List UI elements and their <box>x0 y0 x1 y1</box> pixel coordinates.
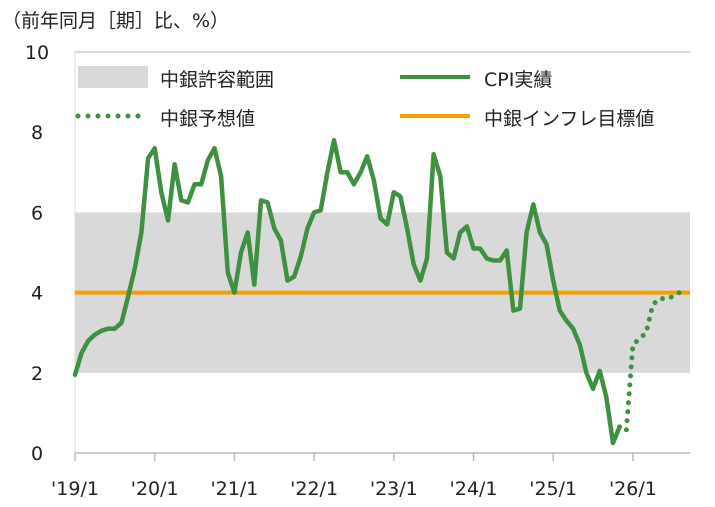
forecast-line <box>617 290 682 434</box>
x-tick-label: '26/1 <box>609 478 657 500</box>
y-tick-label: 8 <box>31 122 43 144</box>
x-tick-label: '21/1 <box>210 478 258 500</box>
y-tick-label: 4 <box>31 283 43 305</box>
y-tick-label: 10 <box>25 42 49 64</box>
legend-label-target: 中銀インフレ目標値 <box>484 108 654 130</box>
legend-label-actual: CPI実績 <box>484 69 552 91</box>
y-axis-label: （前年同月［期］比、%） <box>2 10 229 32</box>
y-tick-label: 6 <box>31 202 43 224</box>
x-tick-label: '22/1 <box>290 478 338 500</box>
x-tick-label: '25/1 <box>529 478 577 500</box>
x-tick-label: '20/1 <box>131 478 179 500</box>
legend: 中銀許容範囲 CPI実績 中銀予想値 中銀インフレ目標値 <box>75 66 654 130</box>
cpi-actual-line <box>72 137 622 446</box>
legend-label-forecast: 中銀予想値 <box>160 108 255 130</box>
x-tick-label: '19/1 <box>51 478 99 500</box>
y-tick-label: 2 <box>31 363 43 385</box>
y-tick-label: 0 <box>31 443 43 465</box>
x-tick-label: '23/1 <box>370 478 418 500</box>
legend-label-band: 中銀許容範囲 <box>160 69 274 91</box>
legend-swatch-band <box>78 66 148 88</box>
x-tick-label: '24/1 <box>450 478 498 500</box>
